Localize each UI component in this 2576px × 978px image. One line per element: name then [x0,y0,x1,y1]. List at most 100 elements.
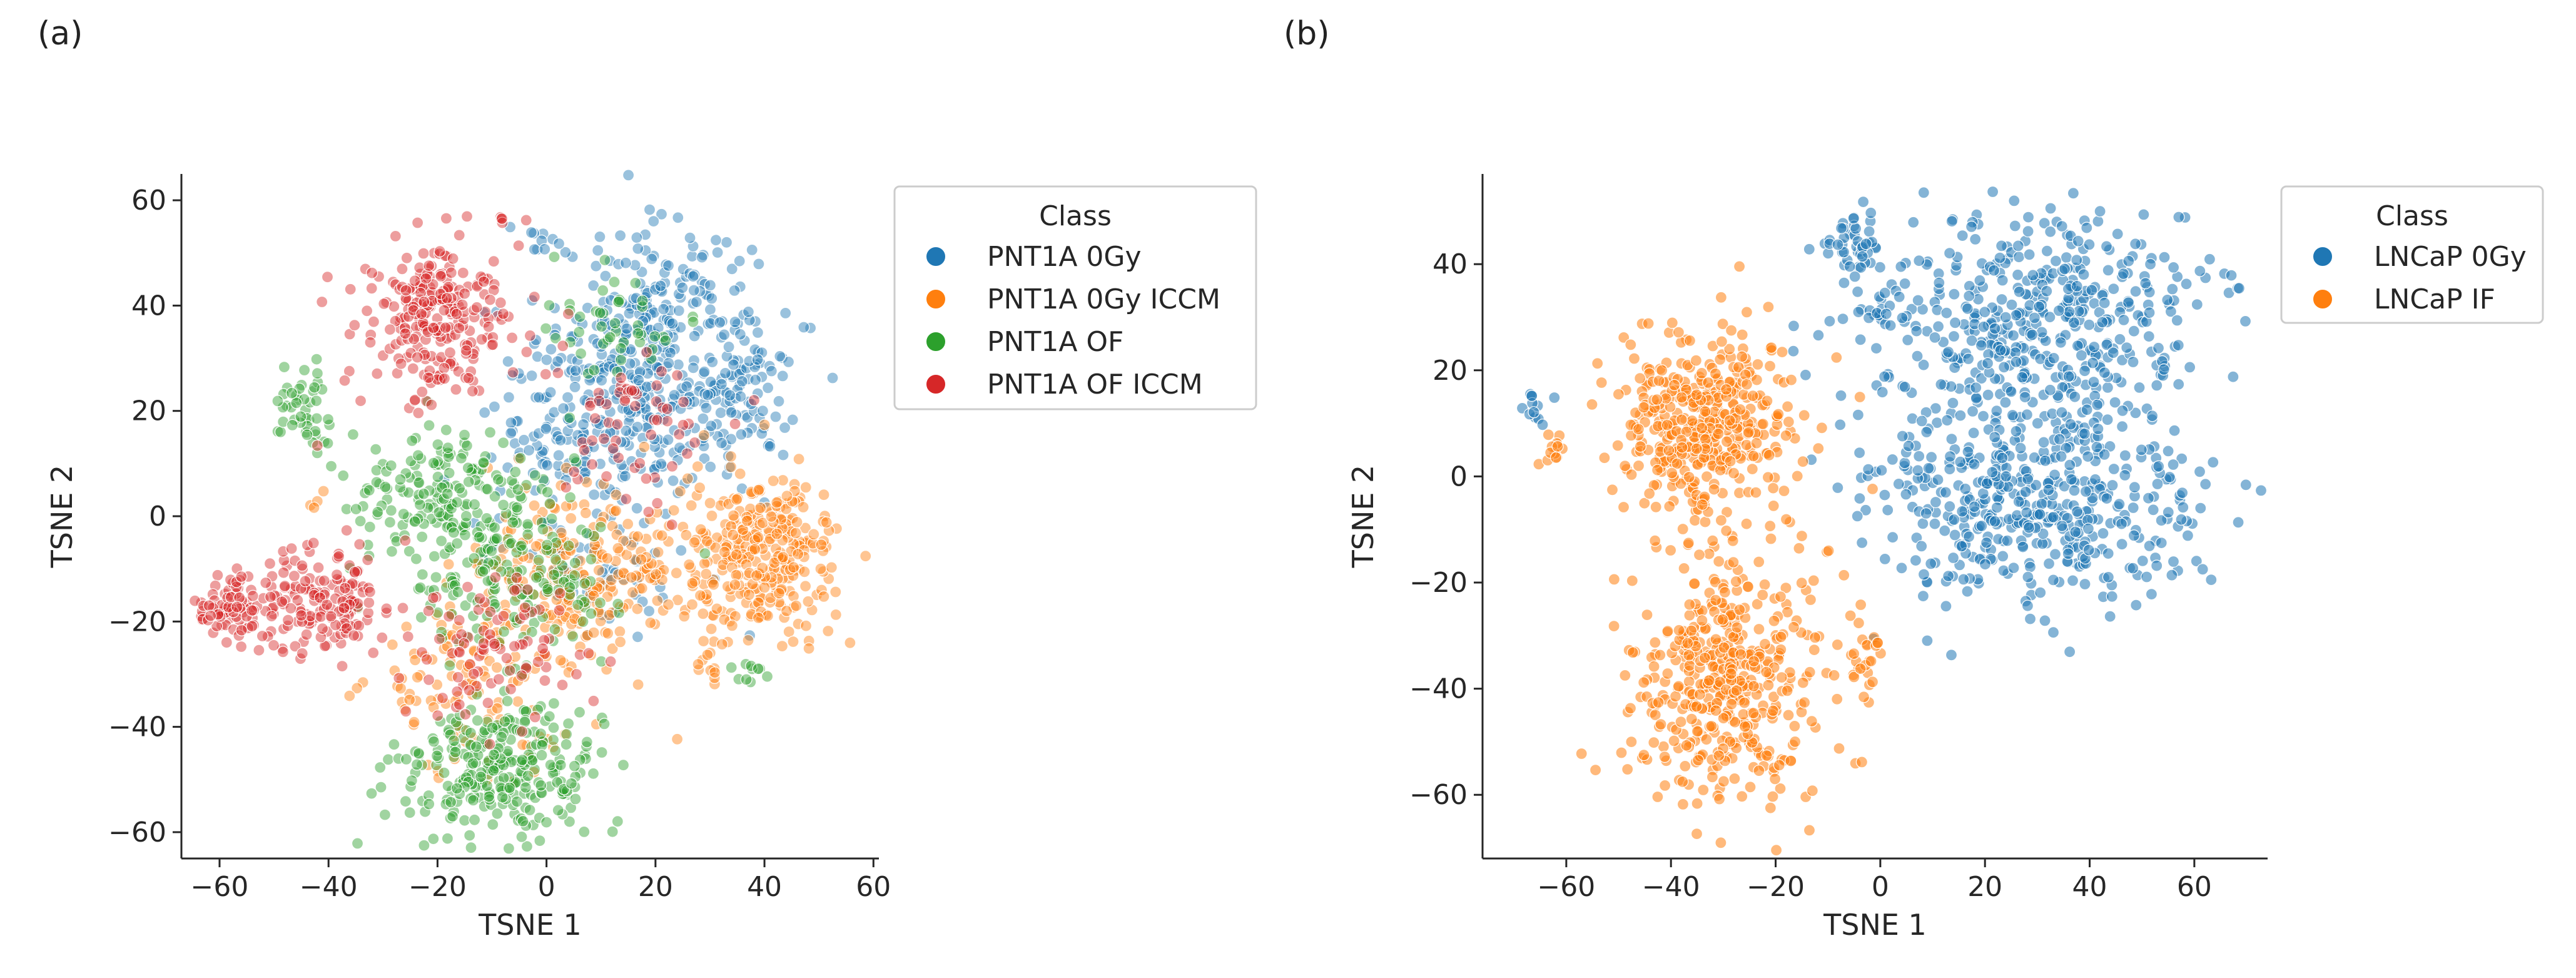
chart-a-point [537,457,549,471]
chart-a-point [430,759,443,772]
chart-a-point [719,367,732,380]
chart-a-point [467,668,480,680]
chart-b-point [2094,205,2106,218]
chart-b-point [1740,306,1753,318]
chart-a-point [631,603,644,615]
chart-a-point [661,402,674,415]
chart-b-point [1715,291,1728,303]
chart-b-series-1 [1533,260,1887,857]
chart-b-point [1758,638,1772,651]
chart-b-point [2007,329,2020,342]
chart-a-point [751,354,764,366]
chart-b-point [2081,222,2093,234]
chart-a-point [569,557,581,569]
chart-b-point [2054,336,2067,349]
chart-b-point [1900,488,1912,501]
chart-a-point [566,250,579,263]
chart-a-point [682,558,696,571]
chart-b-point [1770,844,1783,857]
chart-a-point [371,367,383,380]
chart-b-point [1715,514,1728,527]
chart-a-point [724,389,736,402]
chart-a-point [698,452,711,465]
chart-a-point [581,476,593,489]
chart-a-point [497,609,510,623]
chart-a-point [495,731,508,743]
chart-b-point [2063,305,2076,318]
chart-a-point [554,434,567,447]
chart-b-point [1643,487,1656,500]
chart-b-point [1753,765,1765,777]
chart-b-point [2064,459,2076,471]
chart-b-point [1977,487,1989,500]
chart-a-point [499,715,511,728]
chart-a-point [569,793,582,805]
chart-a-point [432,606,444,619]
chart-a-point [671,733,684,745]
chart-a-point [462,372,475,384]
chart-b-point [1753,556,1765,568]
chart-a-point [435,619,448,631]
chart-a-point [614,342,627,355]
chart-a-point [778,421,791,434]
chart-a-point [347,428,360,441]
chart-a-point [477,565,489,578]
chart-a-point [780,604,793,618]
chart-a-point [734,280,746,293]
chart-b-point [1652,696,1665,709]
chart-a-point [631,232,643,244]
chart-a-point [405,774,418,787]
chart-a-point [444,796,457,808]
chart-b-point [1774,590,1787,603]
chart-b-point [1669,690,1682,703]
chart-a-point [581,736,593,748]
chart-a-point [693,481,706,494]
chart-b-point [1787,621,1800,633]
chart-b-x-tick-label: −20 [1747,871,1805,903]
chart-b-point [2121,341,2133,354]
chart-a-point [563,298,576,310]
chart-b-point [2101,381,2114,394]
chart-a-point [662,259,675,272]
chart-b-point [1683,471,1695,484]
chart-b-point [2117,313,2130,326]
chart-a-point [657,564,670,576]
chart-b-point [1693,688,1706,701]
chart-a-point [567,630,579,643]
chart-a-point [588,364,601,377]
chart-a-point [622,517,634,531]
chart-b-point [1658,750,1671,763]
chart-a-point [468,813,481,826]
chart-a-point [714,316,726,329]
chart-b-point [2023,248,2036,261]
chart-a-point [460,439,474,452]
chart-a-point [641,346,653,359]
chart-b-point [1989,515,2001,527]
chart-a-point [325,610,337,623]
chart-a-point [740,673,753,686]
chart-b-point [2069,390,2081,403]
chart-b-point [1699,405,1711,418]
chart-a-point [645,429,657,441]
chart-b-point [1990,501,2003,514]
chart-a-point [532,427,545,440]
chart-b-point [2078,427,2091,440]
chart-b-point [1780,429,1792,442]
chart-b-point [2036,497,2048,510]
chart-a-point [749,543,761,556]
chart-b-point [1945,432,1958,446]
chart-a-series-3 [189,210,761,750]
chart-a-point [300,628,313,641]
chart-a-point [652,397,664,410]
chart-a-point [673,428,686,441]
chart-a-point [679,425,692,437]
chart-a-point [403,807,416,819]
chart-a-point [440,292,454,305]
chart-a-point [615,372,627,384]
chart-b-point [1713,749,1725,762]
chart-a-point [706,509,718,522]
chart-a-point [734,467,746,480]
chart-a-point [674,402,687,415]
chart-a-x-tick-label: −20 [408,871,467,903]
